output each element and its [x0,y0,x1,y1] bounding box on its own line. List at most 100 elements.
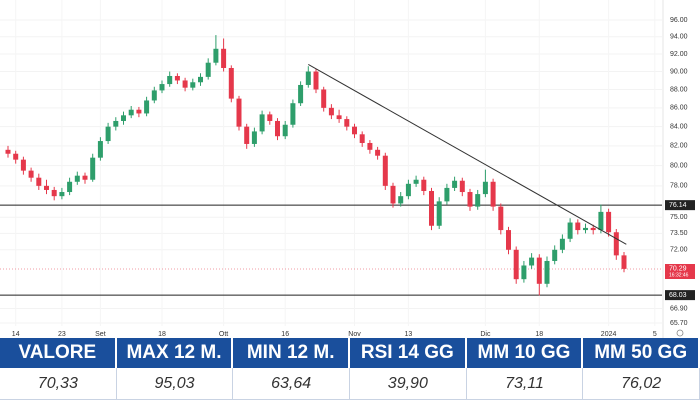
y-tick-label: 96.00 [670,17,688,24]
y-tick-label: 88.00 [670,86,688,93]
table-header: MM 50 GG [583,338,700,368]
candle-body [344,119,350,127]
candle-body [251,131,257,144]
candle-body [128,109,134,116]
candle-body [59,192,65,197]
y-tick-label: 73.50 [670,230,688,237]
candle-body [444,187,450,202]
candle-body [74,175,80,182]
candle-body [359,134,365,143]
table-header: MIN 12 M. [233,338,350,368]
candle-body [259,114,265,132]
candle-body [113,120,119,127]
candle-body [174,75,180,81]
candle-body [436,201,442,226]
candle-body [328,107,334,116]
x-tick-label: Dic [480,331,491,338]
candle-body [321,89,327,108]
candle-body [490,181,496,207]
x-tick-label: Nov [348,331,361,338]
price-label-bg [665,264,695,280]
candle-body [236,98,242,127]
y-tick-label: 82.00 [670,143,688,150]
candle-body [67,181,73,193]
candle-body [159,84,165,91]
x-tick-label: Set [95,331,106,338]
candle-body [221,48,227,68]
candle-body [198,76,203,83]
x-tick-label: 16 [281,331,289,338]
table-header: MM 10 GG [466,338,584,368]
y-tick-label: 80.00 [670,162,688,169]
candle-body [559,238,565,250]
x-tick-label: 23 [58,331,66,338]
price-time: 16:32:46 [669,272,689,278]
y-tick-label: 72.00 [670,247,688,254]
stats-table: VALORE MAX 12 M. MIN 12 M. RSI 14 GG MM 10 G… [0,338,700,400]
candle-body [390,185,396,204]
candle-body [267,114,273,121]
candle-body [336,115,342,120]
y-tick-label: 75.00 [670,214,688,221]
table-header: RSI 14 GG [349,338,467,368]
candle-body [552,249,558,261]
candle-body [544,260,550,284]
candle-body [575,222,581,231]
candle-body [97,141,103,158]
candle-body [482,181,488,195]
candle-body [5,149,11,154]
price-label: 70.29 [669,265,687,272]
y-tick-label: 92.00 [670,51,688,58]
candle-body [613,232,619,256]
candle-body [182,80,188,88]
candle-body [144,100,150,114]
chart: 96.00 94.00 92.00 90.00 88.00 86.00 84.00 82.00… [0,0,695,338]
candle-body [475,194,481,207]
level-label: 76.14 [669,202,687,209]
candle-body [290,103,296,125]
candle-body [382,155,388,186]
candle-body [44,185,49,190]
candle-body [275,120,280,137]
x-tick-label: 14 [12,331,20,338]
level-label: 68.03 [669,292,687,299]
candle-body [105,126,111,142]
candle-body [621,255,627,269]
candle-body [352,126,357,135]
y-tick-label: 90.00 [670,68,688,75]
x-tick-label: 18 [158,331,166,338]
candle-body [36,177,42,186]
candle-body [521,265,527,280]
x-tick-label: Ott [219,331,228,338]
trend-line [308,64,627,245]
table-value: 76,02 [583,368,700,400]
candle-body [459,180,465,193]
x-tick-label: 13 [405,331,413,338]
candle-body [13,153,19,160]
candle-body [421,179,427,191]
candle-body [467,192,473,207]
candle-body [590,227,596,231]
settings-icon[interactable] [676,329,684,337]
y-tick-label: 86.00 [670,105,688,112]
candle-body [567,222,573,239]
table-value: 70,33 [0,368,117,400]
candle-body [606,211,612,233]
candle-body [367,142,373,150]
candle-body [452,180,458,188]
y-tick-label: 94.00 [670,34,688,41]
candle-body [282,124,288,137]
table-header: MAX 12 M. [116,338,234,368]
candle-body [375,149,381,156]
candle-body [598,211,604,231]
candle-body [498,206,504,231]
candle-body [190,82,196,88]
candle-body [213,48,219,63]
table-header: VALORE [0,338,117,368]
candle-body [90,157,96,180]
candle-body [305,71,311,85]
candle-body [28,170,34,178]
y-tick-label: 78.00 [670,183,688,190]
candle-body [536,257,542,284]
candle-body [82,175,88,180]
